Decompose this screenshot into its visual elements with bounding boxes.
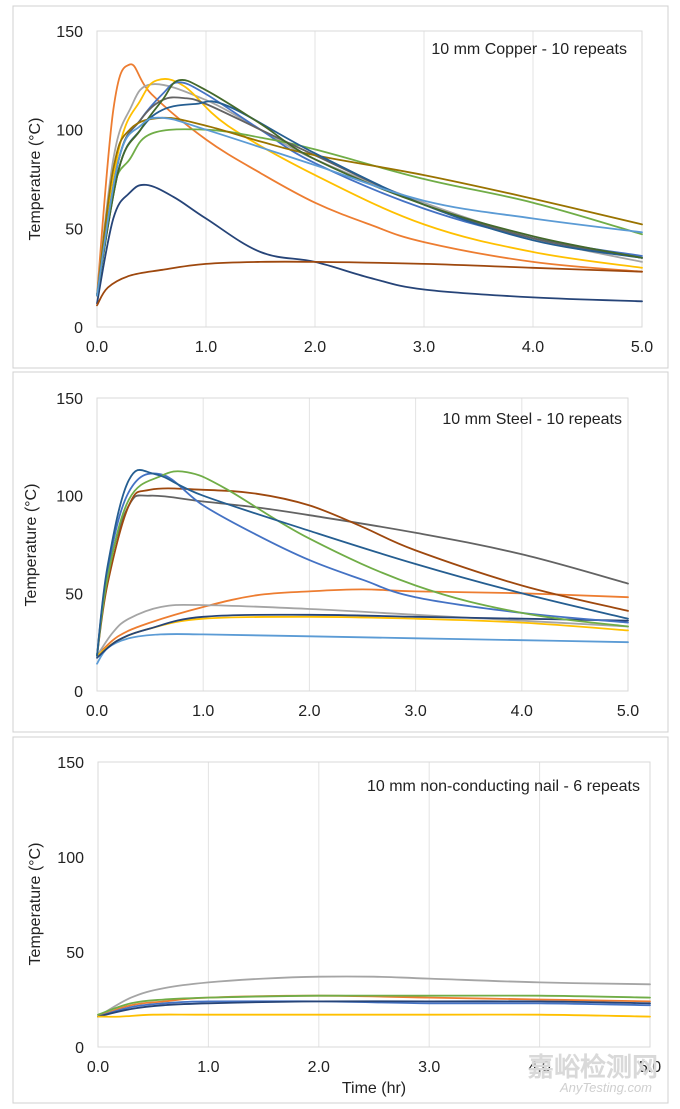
x-tick-label: 0.0 <box>87 1059 109 1076</box>
x-tick-label: 4.0 <box>528 1059 550 1076</box>
x-tick-label: 3.0 <box>413 339 435 356</box>
series-line-5 <box>96 613 629 659</box>
series-line-8 <box>96 472 629 657</box>
x-axis-label: Time (hr) <box>342 1080 406 1097</box>
x-tick-label: 2.0 <box>304 339 326 356</box>
y-tick-label: 50 <box>66 945 84 962</box>
x-tick-label: 3.0 <box>418 1059 440 1076</box>
y-tick-label: 50 <box>65 221 83 238</box>
panel-frame-copper <box>12 5 669 369</box>
y-tick-label: 100 <box>57 850 84 867</box>
series-line-11 <box>96 79 643 297</box>
series-line-3 <box>97 994 651 1016</box>
series-line-3 <box>96 78 643 297</box>
series-line-9 <box>96 470 629 657</box>
series-line-7 <box>96 487 629 657</box>
series-line-10 <box>96 468 629 657</box>
y-tick-label: 150 <box>57 755 84 772</box>
plot-area <box>96 397 629 692</box>
x-tick-label: 3.0 <box>404 703 426 720</box>
y-tick-label: 0 <box>75 1040 84 1057</box>
series-line-2 <box>96 83 643 297</box>
y-tick-label: 0 <box>74 684 83 701</box>
panel-frame-nonconducting <box>12 736 669 1104</box>
y-tick-label: 0 <box>74 320 83 337</box>
x-tick-label: 1.0 <box>197 1059 219 1076</box>
x-tick-label: 4.0 <box>511 703 533 720</box>
panel-title: 10 mm Copper - 10 repeats <box>431 41 627 58</box>
x-tick-label: 5.0 <box>617 703 639 720</box>
x-tick-label: 2.0 <box>308 1059 330 1076</box>
series-line-12 <box>96 116 643 297</box>
y-tick-label: 100 <box>56 489 83 506</box>
panel-nonconducting: 0.0 1.0 2.0 3.0 4.0 5.0 0 50 100 150 Temperature (… <box>27 755 661 1097</box>
series-line-5 <box>97 1000 651 1018</box>
x-tick-label: 5.0 <box>631 339 653 356</box>
y-axis-label: Temperature (°C) <box>23 484 40 607</box>
series-line-9 <box>96 116 643 297</box>
series-line-8 <box>96 96 643 297</box>
panel-title: 10 mm Steel - 10 repeats <box>442 411 622 428</box>
series-line-3 <box>96 603 629 657</box>
x-tick-label: 1.0 <box>195 339 217 356</box>
x-tick-label: 5.0 <box>639 1059 661 1076</box>
panel-title: 10 mm non-conducting nail - 6 repeats <box>367 778 640 795</box>
series-line-1 <box>96 63 643 297</box>
y-tick-label: 100 <box>56 123 83 140</box>
x-tick-label: 1.0 <box>192 703 214 720</box>
y-tick-label: 150 <box>56 24 83 41</box>
series-line-5 <box>96 128 643 297</box>
series-line-2 <box>96 588 629 657</box>
plot-area <box>96 30 643 328</box>
series-line-1 <box>97 975 651 1018</box>
series-line-1 <box>96 633 629 665</box>
panel-copper: 0.0 1.0 2.0 3.0 4.0 5.0 0 50 100 150 Temperature (… <box>27 24 653 356</box>
y-axis-label: Temperature (°C) <box>27 843 44 966</box>
plot-area <box>97 761 651 1048</box>
watermark-chinese: 嘉峪检测网 <box>528 1052 658 1083</box>
x-tick-label: 4.0 <box>522 339 544 356</box>
y-tick-label: 50 <box>65 586 83 603</box>
x-tick-label: 2.0 <box>298 703 320 720</box>
panel-steel: 0.0 1.0 2.0 3.0 4.0 5.0 0 50 100 150 Temperature (… <box>23 391 639 720</box>
y-tick-label: 150 <box>56 391 83 408</box>
panel-frame-steel <box>12 371 669 733</box>
series-line-6 <box>96 183 643 305</box>
series-line-6 <box>96 494 629 657</box>
series-line-7 <box>96 260 643 307</box>
x-tick-label: 0.0 <box>86 339 108 356</box>
y-axis-label: Temperature (°C) <box>27 118 44 241</box>
series-line-6 <box>97 1013 651 1018</box>
watermark-latin: AnyTesting.com <box>559 1080 652 1095</box>
x-tick-label: 0.0 <box>86 703 108 720</box>
